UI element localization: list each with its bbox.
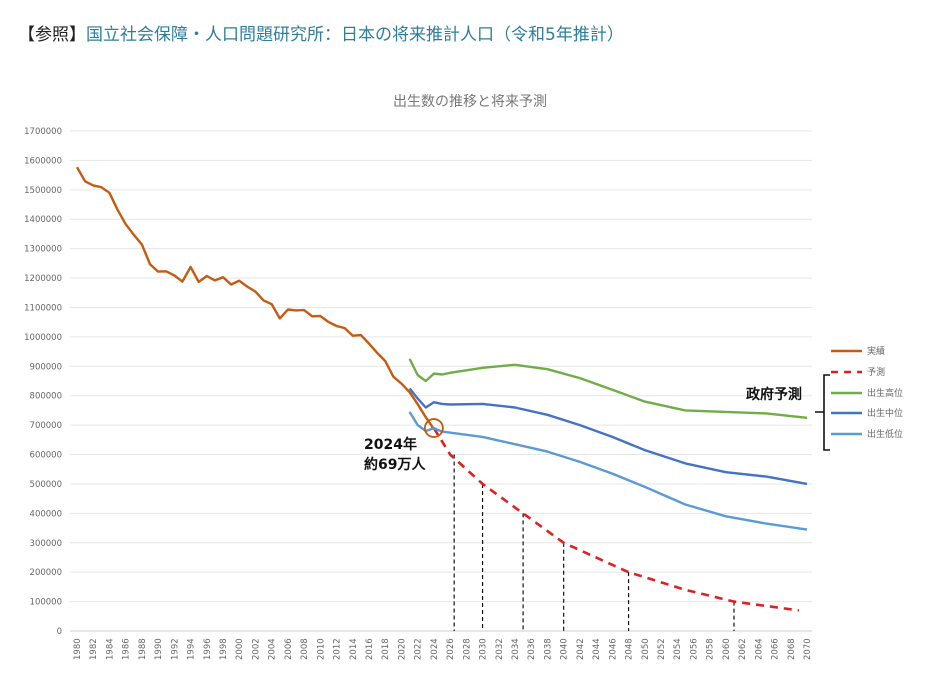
x-tick-label: 2038: [543, 638, 553, 660]
annotation-value: 約69万人: [364, 456, 426, 473]
series-line-実績: [75, 166, 435, 430]
legend-label: 出生高位: [867, 387, 903, 399]
y-tick-label: 1300000: [24, 245, 62, 255]
x-tick-label: 2018: [381, 638, 391, 660]
x-tick-label: 2026: [446, 638, 456, 660]
chart-title: 出生数の推移と将来予測: [393, 94, 547, 110]
x-tick-label: 2028: [462, 638, 472, 660]
y-tick-label: 1100000: [24, 303, 62, 313]
y-tick-label: 800000: [30, 392, 62, 402]
highlight-circle: [423, 418, 444, 438]
heading-title: 国立社会保障・人口問題研究所：日本の将来推計人口（令和5年推計）: [86, 25, 624, 45]
y-tick-label: 600000: [30, 451, 62, 461]
x-tick-label: 2050: [641, 638, 651, 660]
x-tick-label: 2034: [511, 638, 521, 660]
series-line-出生中位: [408, 387, 808, 486]
legend-label: 出生中位: [867, 407, 903, 419]
y-tick-label: 200000: [30, 568, 62, 578]
x-tick-label: 2032: [495, 638, 505, 660]
x-tick-label: 2064: [754, 638, 764, 660]
x-tick-label: 1982: [89, 638, 99, 660]
x-tick-label: 2044: [592, 638, 602, 660]
x-tick-label: 2052: [657, 638, 667, 660]
x-tick-label: 1996: [203, 638, 213, 660]
y-tick-label: 1000000: [24, 333, 62, 343]
x-tick-label: 1980: [73, 638, 83, 660]
x-tick-label: 2066: [771, 638, 781, 660]
x-tick-label: 1984: [105, 638, 115, 660]
x-tick-label: 2020: [397, 638, 407, 660]
y-tick-label: 1200000: [24, 274, 62, 284]
x-tick-label: 1988: [138, 638, 148, 660]
page-heading: 【参照】国立社会保障・人口問題研究所：日本の将来推計人口（令和5年推計）: [18, 20, 624, 45]
x-tick-label: 2036: [527, 638, 537, 660]
x-tick-label: 2030: [479, 638, 489, 660]
y-tick-label: 400000: [30, 509, 62, 519]
y-tick-label: 1600000: [24, 156, 62, 166]
legend-label: 実績: [867, 345, 885, 357]
series-line-出生低位: [408, 411, 808, 531]
x-tick-label: 2042: [576, 638, 586, 660]
x-tick-label: 2000: [235, 638, 245, 660]
series-line-出生高位: [408, 358, 808, 419]
x-tick-label: 2060: [722, 638, 732, 660]
x-tick-label: 2048: [625, 638, 635, 660]
y-tick-label: 100000: [30, 598, 62, 608]
legend-label: 予測: [867, 366, 885, 378]
x-tick-label: 2058: [706, 638, 716, 660]
legend-label: 出生低位: [867, 428, 903, 440]
x-tick-label: 1998: [219, 638, 229, 660]
x-tick-label: 2022: [414, 638, 424, 660]
x-tick-label: 2008: [300, 638, 310, 660]
annotation-year: 2024年: [364, 436, 417, 453]
x-tick-label: 2056: [689, 638, 699, 660]
x-tick-label: 2006: [284, 638, 294, 660]
x-tick-label: 2016: [365, 638, 375, 660]
y-tick-label: 300000: [30, 539, 62, 549]
x-tick-label: 2024: [430, 638, 440, 660]
x-tick-label: 2002: [251, 638, 261, 660]
heading-prefix: 【参照】: [18, 25, 86, 45]
y-tick-label: 700000: [30, 421, 62, 431]
y-tick-label: 0: [57, 627, 62, 637]
bracket-label: 政府予測: [746, 386, 802, 403]
y-tick-label: 900000: [30, 362, 62, 372]
y-tick-label: 1700000: [24, 127, 62, 137]
x-tick-label: 2054: [673, 638, 683, 660]
x-tick-label: 1990: [154, 638, 164, 660]
x-tick-label: 2070: [803, 638, 813, 660]
y-tick-label: 500000: [30, 480, 62, 490]
x-tick-label: 1992: [170, 638, 180, 660]
x-tick-label: 2004: [268, 638, 278, 660]
x-tick-label: 2062: [738, 638, 748, 660]
y-tick-label: 1400000: [24, 215, 62, 225]
x-tick-label: 1986: [122, 638, 132, 660]
series-line-予測: [432, 427, 800, 612]
x-tick-label: 2068: [787, 638, 797, 660]
y-tick-label: 1500000: [24, 186, 62, 196]
x-tick-label: 2012: [333, 638, 343, 660]
x-tick-label: 2014: [349, 638, 359, 660]
x-tick-label: 2046: [608, 638, 618, 660]
bracket: [815, 374, 830, 451]
x-tick-label: 1994: [187, 638, 197, 660]
x-tick-label: 2040: [560, 638, 570, 660]
x-tick-label: 2010: [316, 638, 326, 660]
